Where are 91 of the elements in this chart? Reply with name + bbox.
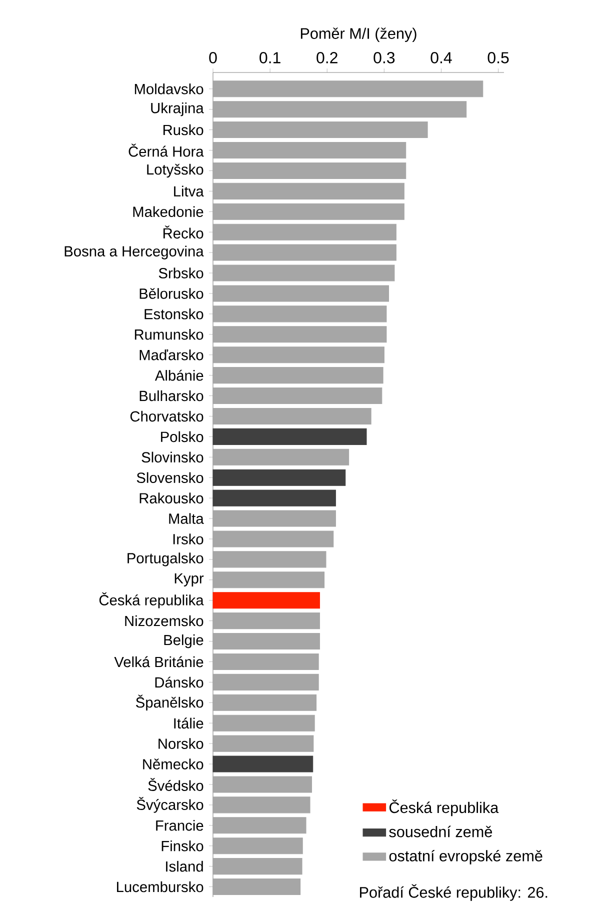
y-tick-label: Kypr: [174, 573, 204, 586]
bar: [212, 285, 389, 302]
y-tick-label: Malta: [169, 513, 204, 524]
bar: [212, 530, 334, 548]
bar: [212, 572, 325, 588]
y-tick-label: Slovensko: [136, 472, 204, 483]
bar: [212, 592, 320, 609]
x-tick-label: 0.4: [430, 52, 452, 64]
y-tick-label: Itálie: [174, 718, 204, 729]
bar: [212, 306, 387, 322]
bar: [212, 264, 395, 282]
bar: [212, 510, 336, 527]
bar: [212, 326, 387, 343]
y-tick-label: Rumunsko: [134, 329, 204, 340]
bar: [212, 469, 346, 486]
y-tick-label: Velká Británie: [114, 656, 204, 668]
bar: [212, 653, 319, 670]
bar: [212, 182, 404, 200]
x-tick-label: 0: [209, 52, 217, 64]
bar: [212, 203, 404, 220]
bar: [212, 858, 302, 875]
bar: [212, 838, 303, 854]
bar: [212, 776, 312, 793]
y-tick-label: Maďarsko: [140, 349, 204, 360]
y-tick-label: Dánsko: [155, 676, 204, 688]
bar: [212, 346, 384, 364]
bar: [212, 80, 484, 98]
bar: [212, 796, 310, 814]
bar: [212, 735, 314, 752]
y-tick-label: Irsko: [173, 534, 204, 544]
bar: [212, 551, 326, 568]
y-tick-label: Švýcarsko: [136, 797, 204, 813]
bar: [212, 408, 372, 424]
bar: [212, 162, 406, 179]
x-axis-title: Poměr M/I (ženy): [300, 28, 416, 42]
x-tick-label: 0.1: [260, 52, 280, 64]
y-tick-label: Norsko: [158, 738, 204, 749]
legend-label: sousední země: [389, 826, 492, 838]
bar: [212, 490, 336, 506]
y-tick-label: Rakousko: [140, 492, 204, 504]
bar: [212, 224, 396, 240]
bar: [212, 448, 350, 466]
y-tick-label: Rusko: [163, 124, 204, 136]
bar: [212, 714, 315, 732]
y-tick-label: Francie: [156, 820, 204, 831]
y-tick-label: Černá Hora: [128, 144, 204, 157]
y-tick-label: Česká republika: [99, 592, 204, 608]
bar: [212, 101, 467, 118]
bar: [212, 428, 367, 445]
y-tick-label: Švédsko: [148, 778, 204, 791]
x-tick-label: 0.5: [488, 52, 509, 64]
y-tick-label: Finsko: [162, 840, 204, 852]
y-tick-label: Albánie: [154, 370, 204, 381]
y-tick-label: Bělorusko: [140, 288, 204, 299]
y-tick-label: Lotyšsko: [147, 164, 204, 178]
y-tick-label: Bulharsko: [140, 390, 204, 402]
y-tick-label: Polsko: [161, 431, 204, 442]
y-tick-label: Slovinsko: [142, 452, 204, 463]
y-tick-label: Srbsko: [158, 268, 204, 278]
y-tick-label: Španělsko: [136, 694, 204, 711]
y-tick-label: Portugalsko: [128, 552, 204, 566]
y-tick-label: Ukrajina: [151, 102, 204, 116]
x-tick-label: 0.2: [316, 52, 338, 64]
y-tick-label: Island: [166, 860, 203, 872]
y-tick-label: Nizozemsko: [125, 615, 204, 626]
bar: [212, 387, 382, 404]
y-tick-label: Německo: [143, 758, 204, 770]
bar: [212, 244, 396, 261]
y-tick-label: Makedonie: [133, 206, 204, 218]
y-tick-label: Litva: [174, 186, 204, 197]
bar: [212, 674, 319, 690]
legend-label: ostatní evropské země: [389, 850, 542, 864]
bar: [212, 756, 314, 772]
y-tick-label: Řecko: [163, 226, 204, 239]
y-tick-label: Lucembursko: [117, 881, 204, 892]
x-tick-label: 0.3: [374, 52, 395, 64]
bar: [212, 817, 306, 834]
legend-label: Česká republika: [389, 800, 499, 816]
bar: [212, 694, 317, 711]
annotation: Pořadí České republiky: 26.: [360, 884, 548, 901]
bar: [212, 632, 320, 650]
y-tick-label: Moldavsko: [134, 83, 204, 94]
bar: [212, 878, 301, 896]
y-tick-label: Chorvatsko: [130, 410, 204, 422]
bar: [212, 122, 428, 138]
y-tick-label: Bosna a Hercegovina: [64, 246, 204, 260]
y-tick-label: Estonsko: [144, 308, 204, 320]
bar: [212, 142, 406, 159]
bar: [212, 367, 384, 384]
bar: [212, 612, 320, 630]
y-tick-label: Belgie: [164, 634, 204, 648]
